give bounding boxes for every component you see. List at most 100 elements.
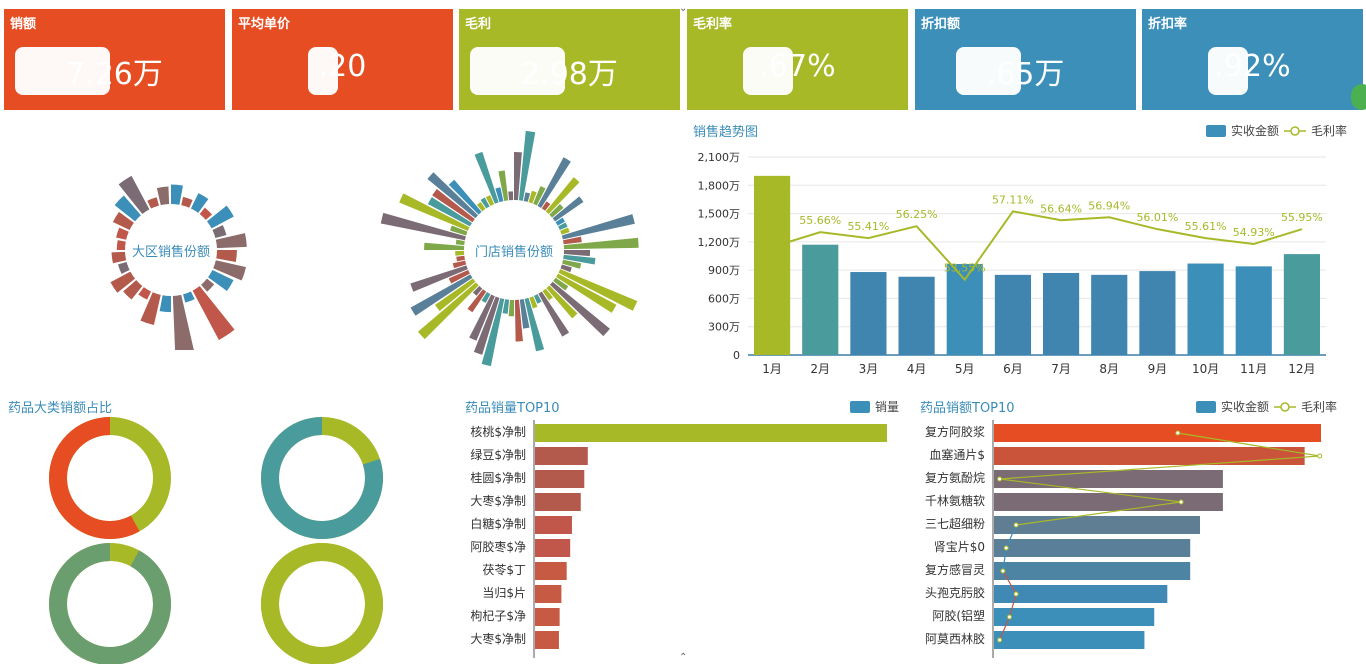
trend-bar[interactable]: [1043, 272, 1080, 355]
sector[interactable]: [467, 289, 487, 313]
sector[interactable]: [111, 251, 127, 264]
sector[interactable]: [410, 274, 473, 316]
sector[interactable]: [560, 227, 570, 235]
trend-bar[interactable]: [802, 244, 839, 355]
sector[interactable]: [481, 298, 505, 367]
rate-line[interactable]: [771, 210, 1303, 282]
bar[interactable]: [994, 562, 1191, 580]
donut-segment[interactable]: [261, 543, 383, 664]
donut-segment[interactable]: [49, 543, 171, 664]
sector[interactable]: [110, 271, 136, 293]
sector[interactable]: [469, 294, 495, 341]
rate-point[interactable]: [1317, 453, 1323, 459]
sector[interactable]: [481, 292, 491, 303]
sector[interactable]: [206, 205, 234, 229]
sector[interactable]: [427, 172, 479, 219]
bar[interactable]: [994, 447, 1305, 465]
sector[interactable]: [542, 288, 553, 301]
sector[interactable]: [112, 211, 134, 231]
bar[interactable]: [535, 516, 572, 534]
sector[interactable]: [549, 281, 610, 337]
sector[interactable]: [181, 196, 193, 208]
collapse-up-icon[interactable]: ⌄: [679, 3, 688, 14]
bar[interactable]: [994, 493, 1223, 511]
kpi-tile[interactable]: 销额 7.26万: [4, 9, 225, 110]
sector[interactable]: [172, 294, 194, 350]
rate-point[interactable]: [1003, 545, 1009, 551]
trend-bar[interactable]: [754, 175, 791, 355]
trend-bar[interactable]: [1139, 271, 1176, 355]
trend-legend[interactable]: 实收金额 毛利率: [1206, 122, 1347, 139]
sector[interactable]: [546, 285, 578, 319]
kpi-tile[interactable]: 平均单价 .20: [232, 9, 453, 110]
sector[interactable]: [455, 250, 465, 256]
sector[interactable]: [156, 186, 170, 206]
trend-bar[interactable]: [850, 272, 887, 355]
sector[interactable]: [555, 217, 565, 226]
sector[interactable]: [562, 259, 582, 269]
expand-down-icon[interactable]: ⌃: [679, 652, 688, 663]
sector[interactable]: [171, 184, 183, 205]
kpi-tile[interactable]: 折扣额 .65万: [915, 9, 1136, 110]
trend-bar[interactable]: [946, 264, 983, 355]
bar[interactable]: [994, 424, 1321, 442]
sector[interactable]: [208, 269, 234, 292]
sector[interactable]: [524, 297, 545, 352]
sector[interactable]: [432, 188, 475, 223]
sector[interactable]: [399, 193, 470, 231]
sector[interactable]: [473, 296, 500, 355]
sector[interactable]: [456, 255, 465, 262]
sector[interactable]: [215, 233, 247, 249]
sector[interactable]: [476, 202, 486, 212]
sector[interactable]: [508, 299, 514, 317]
sector[interactable]: [147, 197, 159, 209]
sector[interactable]: [528, 190, 537, 204]
sector[interactable]: [472, 285, 483, 296]
side-toggle-button[interactable]: [1351, 84, 1366, 110]
trend-bar[interactable]: [1091, 274, 1128, 355]
sector[interactable]: [183, 291, 195, 303]
sector[interactable]: [563, 236, 582, 245]
sector[interactable]: [502, 299, 510, 314]
kpi-tile[interactable]: 毛利率 .67%: [687, 9, 908, 110]
trend-bar[interactable]: [1235, 266, 1272, 355]
sector[interactable]: [138, 287, 152, 300]
bar[interactable]: [535, 424, 887, 442]
sector[interactable]: [563, 237, 639, 250]
sector[interactable]: [450, 225, 468, 236]
sector[interactable]: [480, 197, 490, 209]
bar[interactable]: [994, 631, 1145, 649]
sector[interactable]: [201, 278, 215, 292]
sector[interactable]: [410, 265, 468, 292]
kpi-tile[interactable]: 折扣率 .92%: [1142, 9, 1363, 110]
store-sales-chart[interactable]: 门店销售份额: [380, 130, 650, 385]
sector[interactable]: [455, 239, 465, 246]
rate-point[interactable]: [1000, 568, 1006, 574]
trend-bar[interactable]: [1283, 254, 1320, 355]
sector[interactable]: [498, 170, 509, 201]
sector[interactable]: [114, 195, 141, 222]
sector[interactable]: [514, 152, 522, 201]
sector[interactable]: [518, 130, 536, 201]
sector[interactable]: [485, 195, 495, 206]
sector[interactable]: [563, 254, 596, 265]
amt-legend[interactable]: 实收金额 毛利率: [1196, 398, 1337, 415]
sector[interactable]: [561, 214, 635, 240]
sector[interactable]: [116, 227, 129, 240]
sector[interactable]: [417, 282, 479, 340]
bar[interactable]: [535, 585, 562, 603]
bar[interactable]: [535, 493, 581, 511]
sector[interactable]: [508, 191, 514, 201]
sales-trend-chart[interactable]: 0 300万 600万 900万 1,200万 1,500万 1,800万 2,100万 1月 2…: [690, 145, 1335, 390]
bar[interactable]: [994, 470, 1223, 488]
rate-point[interactable]: [1175, 430, 1181, 436]
trend-bar[interactable]: [1187, 263, 1224, 355]
sector[interactable]: [159, 295, 171, 313]
sector[interactable]: [123, 280, 143, 300]
bar[interactable]: [535, 562, 567, 580]
sector[interactable]: [427, 197, 472, 227]
sector[interactable]: [552, 196, 584, 222]
rate-point[interactable]: [997, 637, 1003, 643]
sector[interactable]: [216, 250, 237, 263]
